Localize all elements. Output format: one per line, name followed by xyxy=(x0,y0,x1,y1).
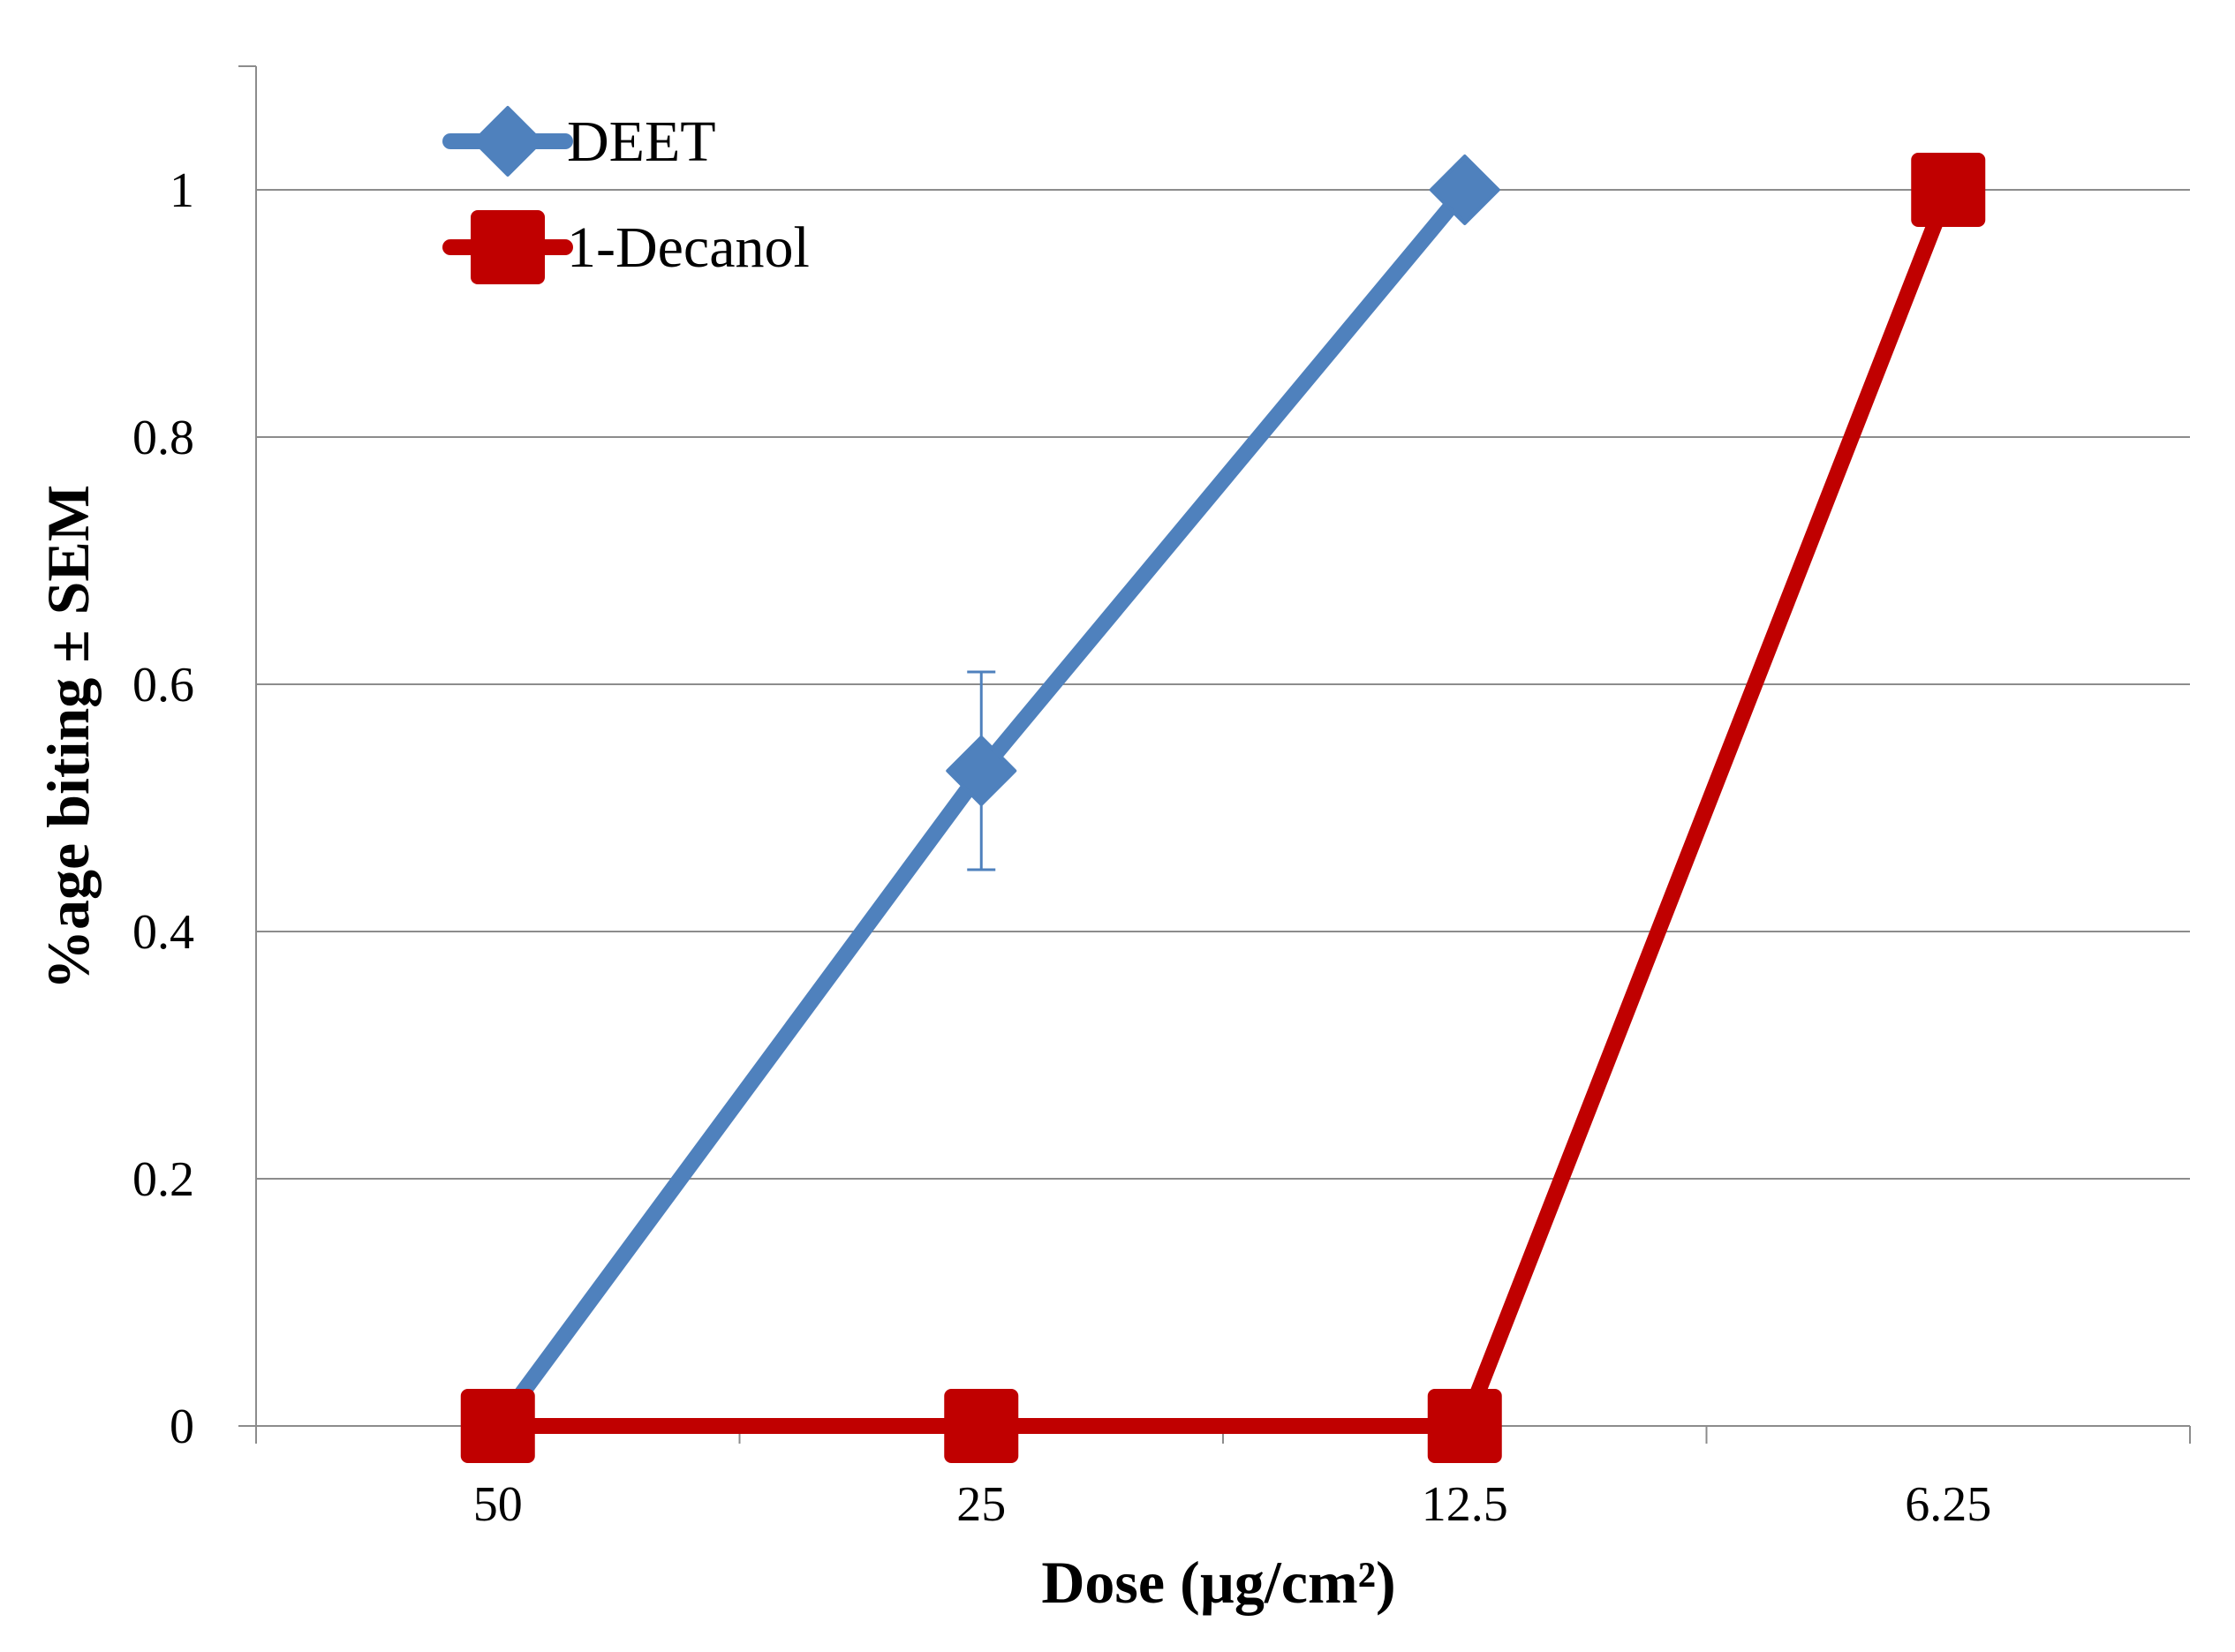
gridlines xyxy=(256,189,2190,1180)
y-axis-title: %age biting ± SEM xyxy=(34,485,102,990)
y-tick-label-2: 0.4 xyxy=(132,905,194,960)
marker-DEET-1 xyxy=(946,735,1017,806)
x-tick-label-2: 12.5 xyxy=(1422,1477,1508,1532)
marker-1-Decanol-0 xyxy=(460,1389,535,1463)
series-line-1-Decanol xyxy=(489,182,1957,1434)
legend-label-DEET: DEET xyxy=(567,109,716,174)
y-tick-label-4: 0.8 xyxy=(132,411,194,465)
legend: DEET 1-Decanol xyxy=(442,106,810,284)
x-tick-label-1: 25 xyxy=(956,1477,1006,1532)
x-tick-label-0: 50 xyxy=(473,1477,523,1532)
x-axis-title: Dose (µg/cm²) xyxy=(1041,1549,1395,1616)
y-tick-label-5: 1 xyxy=(170,163,194,218)
x-tick-label-3: 6.25 xyxy=(1905,1477,1991,1532)
series-markers xyxy=(460,153,1986,1463)
x-tick-labels: 50 25 12.5 6.25 xyxy=(473,1477,1992,1532)
y-tick-label-0: 0 xyxy=(170,1399,194,1454)
y-tick-label-3: 0.6 xyxy=(132,658,194,713)
series-lines xyxy=(489,182,1957,1434)
marker-1-Decanol-1 xyxy=(944,1389,1019,1463)
marker-1-Decanol-3 xyxy=(1911,153,1986,227)
y-tick-label-1: 0.2 xyxy=(132,1152,194,1207)
marker-1-Decanol-2 xyxy=(1427,1389,1502,1463)
legend-marker-1-Decanol xyxy=(471,210,545,284)
y-tick-labels: 0 0.2 0.4 0.6 0.8 1 xyxy=(132,163,194,1454)
marker-DEET-2 xyxy=(1429,155,1500,225)
legend-marker-DEET xyxy=(472,106,543,177)
legend-label-1-Decanol: 1-Decanol xyxy=(567,215,810,280)
